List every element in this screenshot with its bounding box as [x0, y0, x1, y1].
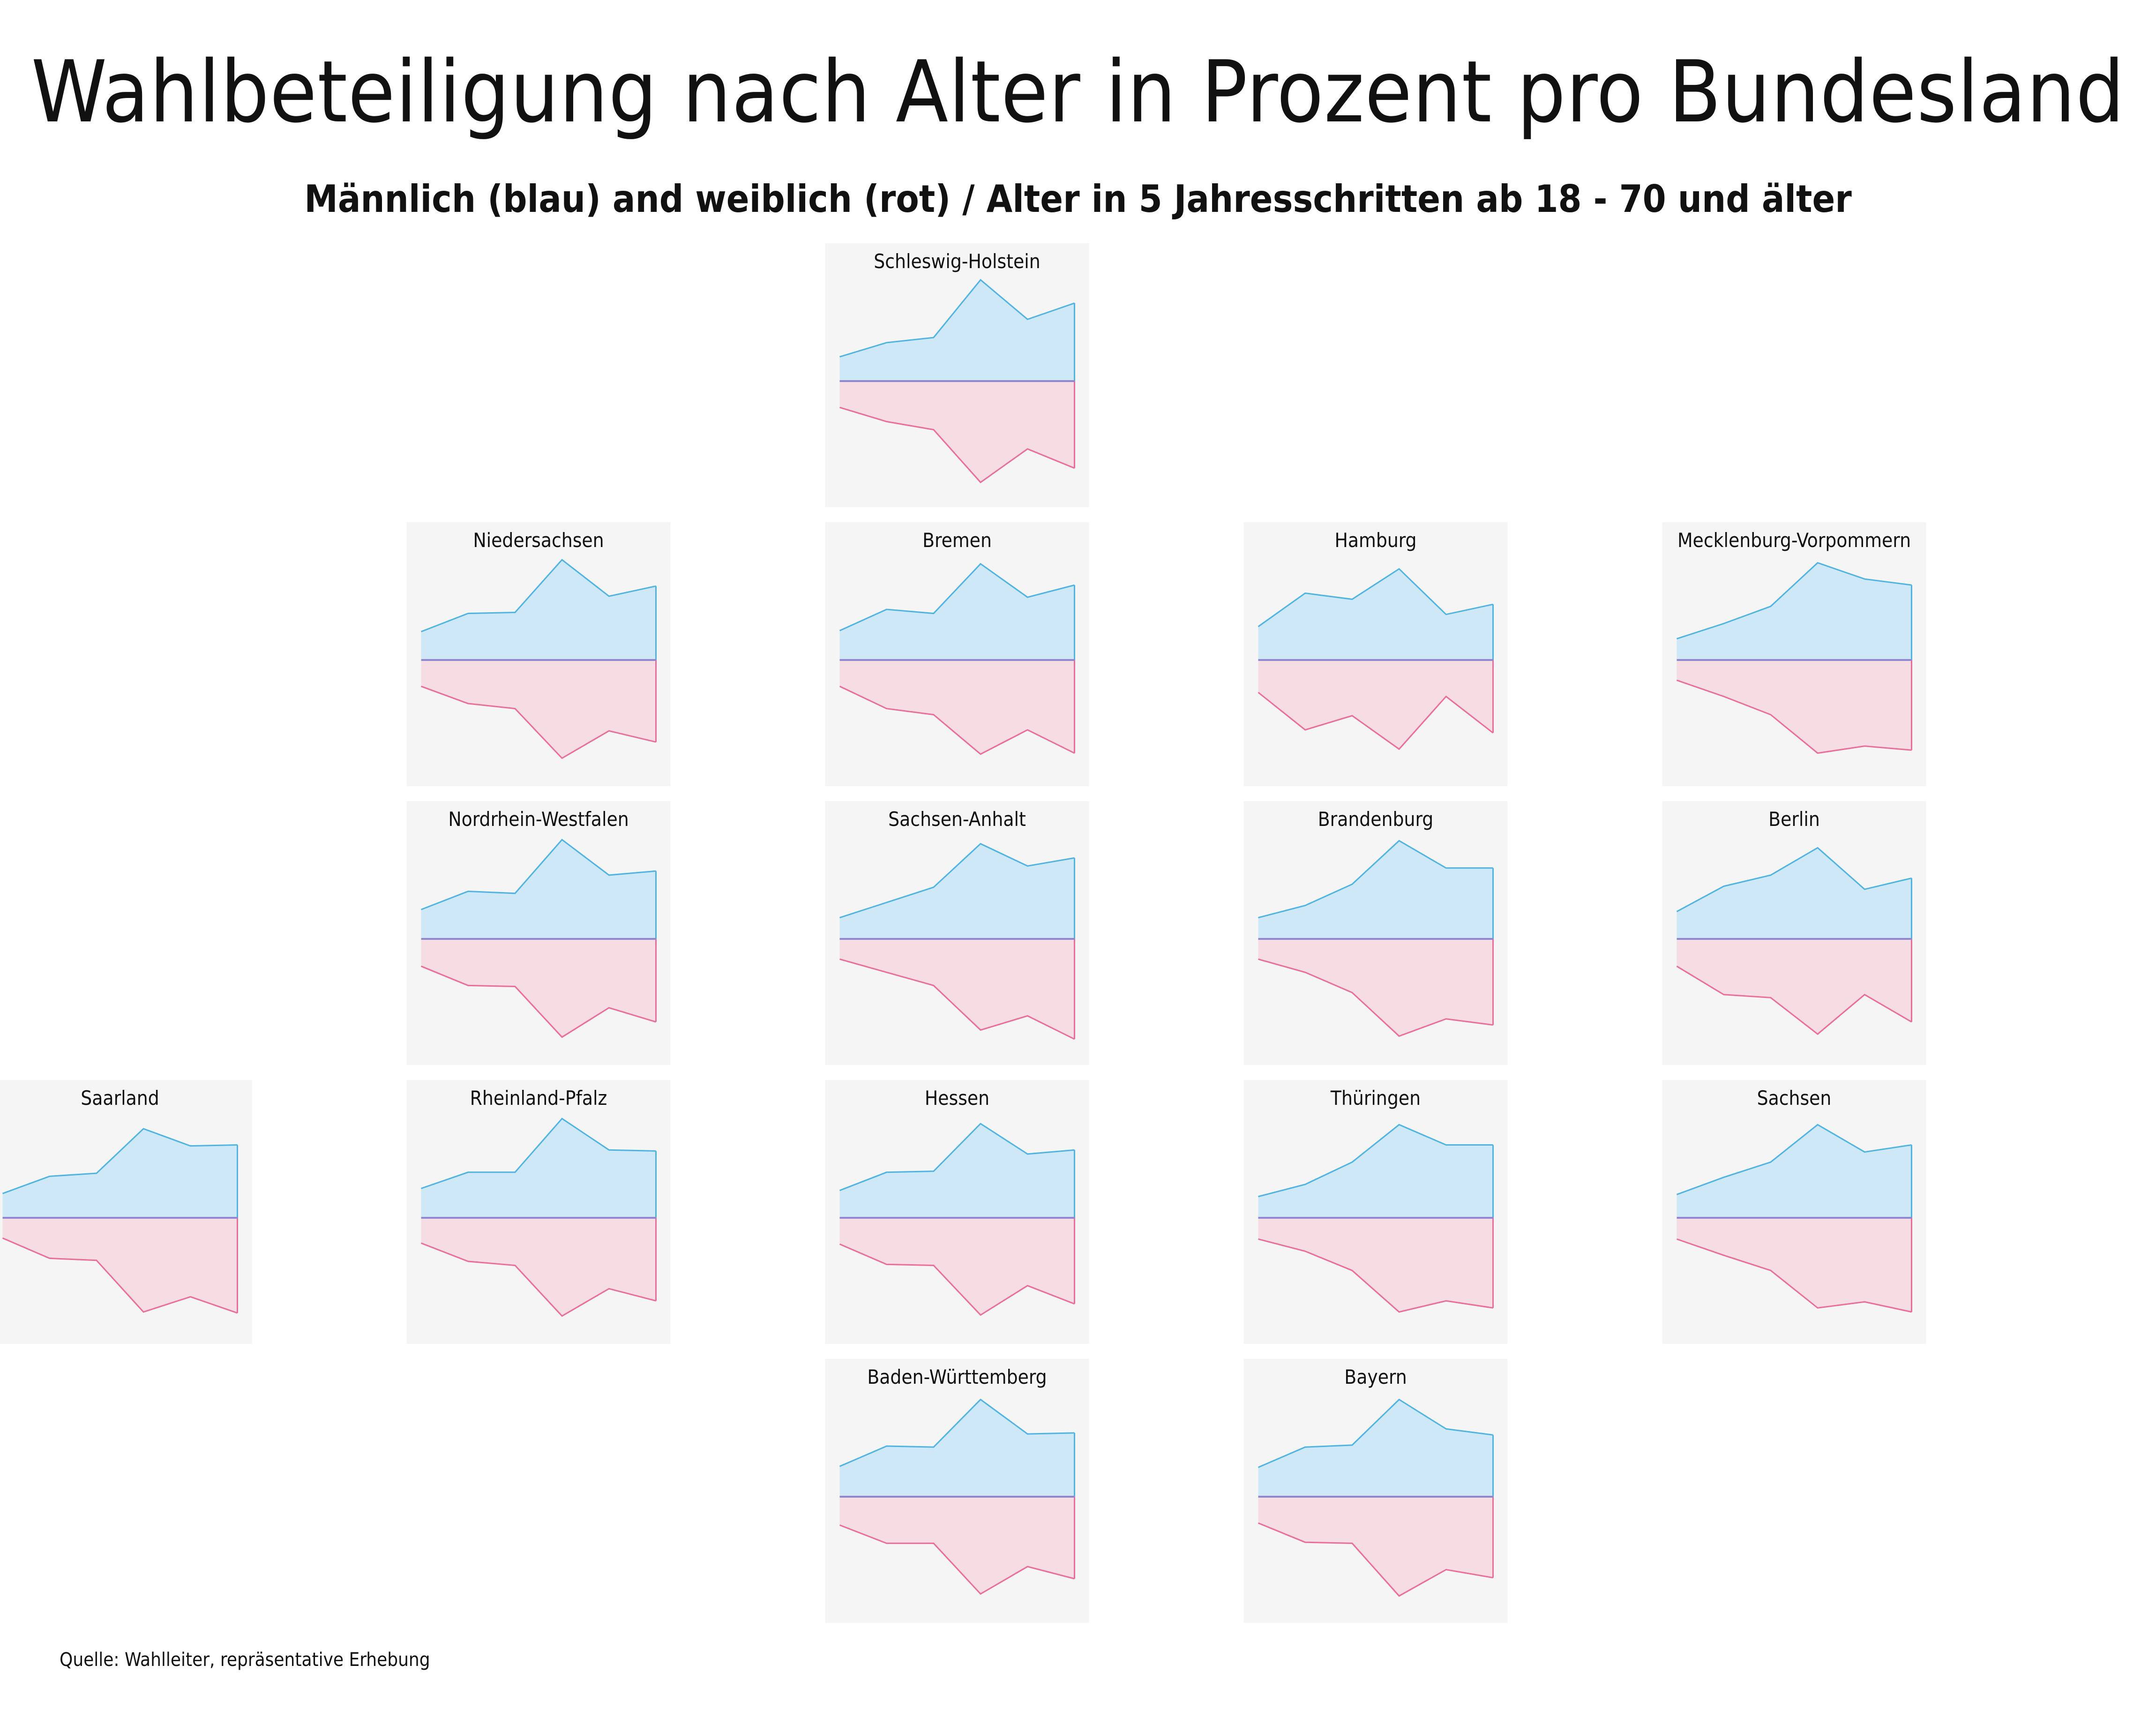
female-line — [1258, 958, 1493, 1037]
male-line — [839, 278, 1075, 358]
female-area — [1677, 660, 1912, 753]
female-line — [420, 685, 656, 759]
panel-title: Bayern — [1344, 1365, 1407, 1388]
female-area — [1677, 1218, 1912, 1312]
chart-subtitle: Männlich (blau) and weiblich (rot) / Alt… — [304, 177, 1852, 221]
panel-title: Sachsen-Anhalt — [888, 808, 1026, 831]
panel-title: Brandenburg — [1318, 808, 1433, 831]
female-area — [421, 939, 656, 1037]
female-area — [839, 660, 1075, 754]
chart-title: Wahlbeteiligung nach Alter in Prozent pr… — [31, 42, 2125, 142]
female-line — [839, 406, 1075, 484]
panel-sachsen: Sachsen — [1662, 1080, 1926, 1344]
panel-title: Niedersachsen — [473, 529, 604, 552]
female-area — [1258, 939, 1493, 1036]
male-line — [839, 1123, 1075, 1192]
male-area — [421, 1118, 656, 1218]
male-area — [1258, 569, 1493, 660]
panel-hamburg: Hamburg — [1243, 522, 1508, 786]
panel-bremen: Bremen — [825, 522, 1089, 786]
source-note: Quelle: Wahlleiter, repräsentative Erheb… — [60, 1649, 430, 1671]
female-area — [839, 939, 1075, 1039]
female-line — [1677, 679, 1912, 754]
female-line — [839, 958, 1075, 1040]
panel-hessen: Hessen — [825, 1080, 1089, 1344]
female-area — [421, 1218, 656, 1316]
female-line — [2, 1237, 238, 1314]
male-line — [1258, 568, 1493, 627]
female-area — [839, 1497, 1075, 1594]
panel-title: Nordrhein-Westfalen — [448, 808, 629, 831]
panel-title: Sachsen — [1757, 1087, 1832, 1110]
panel-saarland: Saarland — [0, 1080, 252, 1344]
female-area — [1677, 939, 1912, 1035]
female-line — [1677, 1238, 1912, 1313]
male-area — [421, 840, 656, 939]
panel-niedersachsen: Niedersachsen — [406, 522, 671, 786]
panel-baden-w-rttemberg: Baden-Württemberg — [825, 1359, 1089, 1623]
male-line — [421, 1118, 656, 1189]
panel-rheinland-pfalz: Rheinland-Pfalz — [406, 1080, 671, 1344]
male-line — [420, 839, 656, 910]
male-area — [839, 843, 1075, 939]
male-line — [420, 559, 656, 632]
panel-title: Thüringen — [1330, 1087, 1421, 1110]
female-line — [420, 965, 656, 1038]
male-line — [839, 1398, 1075, 1467]
panel-sachsen-anhalt: Sachsen-Anhalt — [825, 801, 1089, 1065]
panel-title: Bremen — [922, 529, 992, 552]
male-line — [1677, 562, 1912, 640]
panel-nordrhein-westfalen: Nordrhein-Westfalen — [406, 801, 671, 1065]
female-line — [1676, 966, 1912, 1035]
male-line — [839, 562, 1075, 631]
male-area — [839, 563, 1075, 660]
panel-title: Hamburg — [1334, 529, 1416, 552]
male-line — [1676, 1124, 1912, 1195]
panel-th-ringen: Thüringen — [1243, 1080, 1508, 1344]
female-line — [839, 1524, 1075, 1595]
male-area — [2, 1128, 238, 1218]
male-area — [1258, 1125, 1493, 1218]
female-line — [1258, 1238, 1493, 1313]
panel-mecklenburg-vorpommern: Mecklenburg-Vorpommern — [1662, 522, 1926, 786]
female-line — [1258, 1522, 1493, 1597]
male-area — [839, 280, 1075, 381]
female-area — [1258, 1497, 1493, 1596]
panel-bayern: Bayern — [1243, 1359, 1508, 1623]
male-area — [421, 560, 656, 660]
panel-berlin: Berlin — [1662, 801, 1926, 1065]
male-area — [839, 1399, 1075, 1497]
female-area — [2, 1218, 238, 1313]
female-line — [839, 685, 1075, 755]
female-area — [1258, 1218, 1493, 1312]
female-line — [420, 1242, 656, 1317]
female-area — [1258, 660, 1493, 750]
female-line — [839, 1243, 1075, 1316]
panel-title: Hessen — [925, 1087, 989, 1110]
male-line — [1258, 1124, 1493, 1198]
panel-title: Saarland — [81, 1087, 159, 1110]
female-area — [421, 660, 656, 758]
male-line — [839, 843, 1075, 919]
male-line — [2, 1128, 238, 1194]
male-area — [1677, 1125, 1912, 1218]
panel-schleswig-holstein: Schleswig-Holstein — [825, 243, 1089, 507]
male-area — [1258, 840, 1493, 939]
panel-title: Schleswig-Holstein — [874, 250, 1040, 273]
female-area — [839, 1218, 1075, 1315]
panel-title: Rheinland-Pfalz — [470, 1087, 607, 1110]
panel-brandenburg: Brandenburg — [1243, 801, 1508, 1065]
panel-title: Berlin — [1768, 808, 1820, 831]
male-line — [1676, 847, 1912, 913]
male-line — [1258, 840, 1493, 919]
male-line — [1258, 1398, 1493, 1468]
male-area — [1677, 562, 1912, 660]
female-line — [1258, 691, 1494, 750]
panel-title: Baden-Württemberg — [867, 1365, 1047, 1388]
panel-title: Mecklenburg-Vorpommern — [1677, 529, 1911, 552]
male-area — [1258, 1399, 1493, 1497]
male-area — [1677, 848, 1912, 939]
